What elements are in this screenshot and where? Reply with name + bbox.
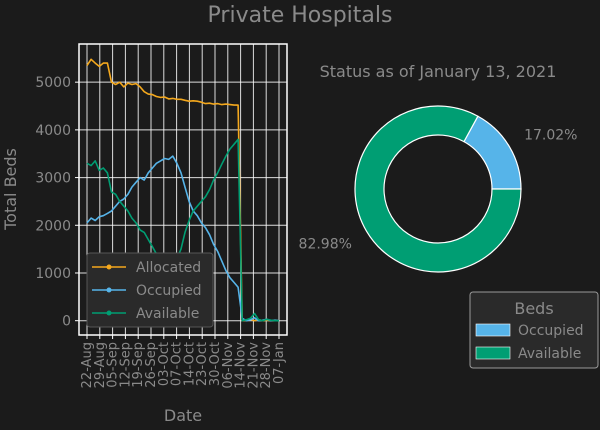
x-tick-label: 21-Nov xyxy=(246,342,261,389)
x-tick-label: 07-Jan xyxy=(272,342,287,384)
legend-marker xyxy=(106,287,112,293)
legend-marker xyxy=(106,264,112,270)
y-tick-label: 3000 xyxy=(35,171,71,187)
pie-legend-label-occupied: Occupied xyxy=(518,323,584,339)
figure-title: Private Hospitals xyxy=(208,3,393,28)
x-tick-label: 14-Nov xyxy=(234,342,249,389)
pie-legend-title: Beds xyxy=(514,299,553,318)
y-tick-label: 2000 xyxy=(35,218,71,234)
donut-chart: Status as of January 13, 2021 17.02% 82.9… xyxy=(299,62,599,369)
donut-value-labels: 17.02% 82.98% xyxy=(299,127,578,252)
donut-percent-label: 17.02% xyxy=(524,127,577,143)
legend-label-allocated: Allocated xyxy=(136,260,201,276)
x-tick-label: 03-Oct xyxy=(157,342,172,386)
series-line-available xyxy=(86,138,279,322)
x-tick-label: 07-Oct xyxy=(170,342,185,386)
pie-legend-label-available: Available xyxy=(518,346,581,362)
x-tick-label: 14-Oct xyxy=(182,342,197,386)
legend-label-occupied: Occupied xyxy=(136,283,202,299)
plot-frame xyxy=(78,43,288,336)
x-tick-label: 22-Aug xyxy=(80,342,95,388)
line-legend: Allocated Occupied Available xyxy=(86,252,214,328)
legend-swatch xyxy=(475,346,511,360)
series-lines xyxy=(86,58,280,322)
donut-percent-label: 82.98% xyxy=(299,237,352,253)
y-tick-label: 0 xyxy=(62,314,71,330)
donut-slice-available xyxy=(354,105,522,273)
x-axis-ticks: 22-Aug29-Aug05-Sep12-Sep19-Sep26-Sep03-O… xyxy=(80,335,287,389)
line-chart: 0 1000 2000 3000 4000 5000 22-Aug29-Aug05-Sep… xyxy=(1,43,288,425)
x-axis-label: Date xyxy=(164,406,202,425)
pie-legend: Beds Occupied Available xyxy=(469,291,599,369)
y-axis-label: Total Beds xyxy=(1,148,20,231)
x-tick-label: 29-Aug xyxy=(93,342,108,388)
x-tick-label: 28-Nov xyxy=(259,342,274,389)
y-tick-label: 1000 xyxy=(35,266,71,282)
y-tick-label: 4000 xyxy=(35,123,71,139)
series-line-occupied xyxy=(86,155,280,322)
donut-title: Status as of January 13, 2021 xyxy=(320,62,557,81)
y-axis-ticks: 0 1000 2000 3000 4000 5000 xyxy=(35,75,79,330)
legend-marker xyxy=(106,310,112,316)
x-tick-label: 12-Sep xyxy=(118,342,133,388)
line-legend-box xyxy=(86,252,214,328)
y-tick-label: 5000 xyxy=(35,75,71,91)
x-tick-label: 30-Oct xyxy=(208,342,223,386)
x-tick-label: 06-Nov xyxy=(221,342,236,389)
legend-swatch xyxy=(475,323,511,337)
donut-slices xyxy=(354,105,522,273)
legend-label-available: Available xyxy=(136,306,199,322)
x-tick-label: 26-Sep xyxy=(144,342,159,388)
x-tick-label: 05-Sep xyxy=(106,342,121,388)
x-tick-label: 19-Sep xyxy=(131,342,146,388)
x-tick-label: 23-Oct xyxy=(195,342,210,386)
